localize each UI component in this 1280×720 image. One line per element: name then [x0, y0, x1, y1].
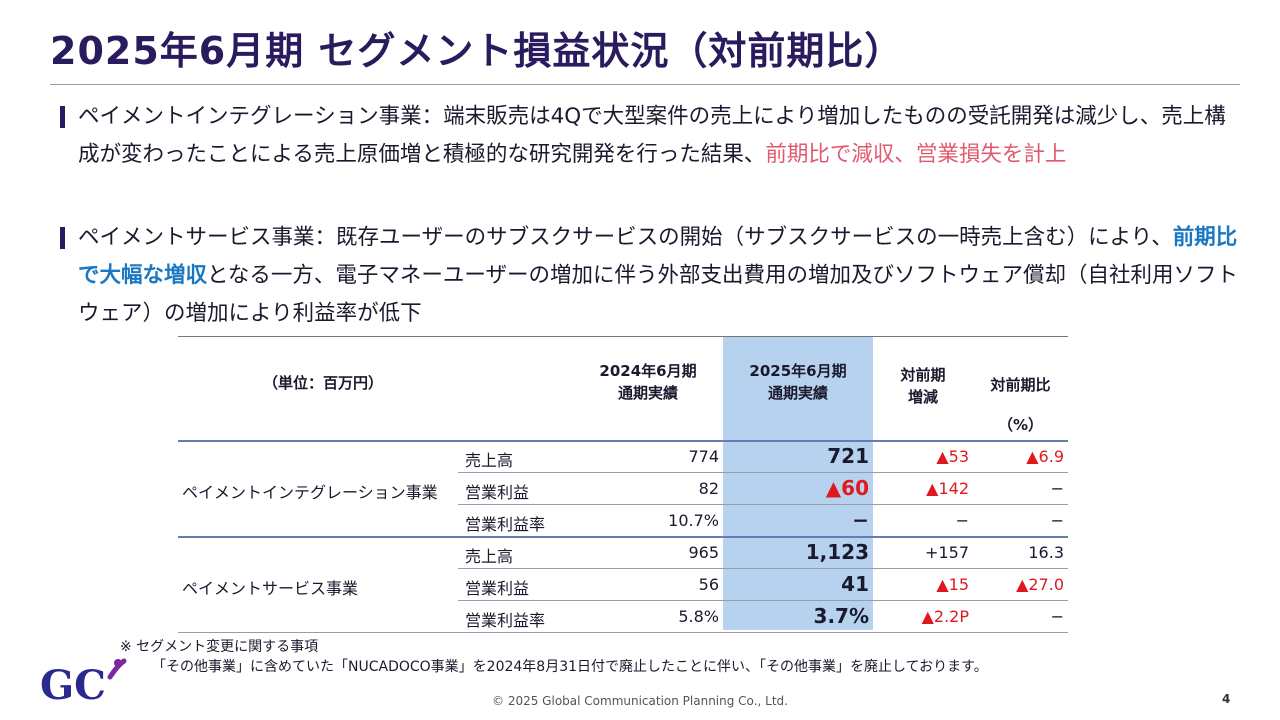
row-item-label: 営業利益率	[465, 611, 546, 630]
cell-prev: 82	[698, 479, 719, 498]
cell-diff: ▲15	[936, 575, 969, 594]
row-item-label: 売上高	[465, 547, 514, 566]
row-item-label: 売上高	[465, 451, 514, 470]
cell-curr: 3.7%	[813, 604, 869, 628]
row-item-label: 営業利益	[465, 579, 530, 598]
cell-pct: −	[1050, 607, 1064, 626]
title-divider	[50, 84, 1240, 85]
company-logo: GC	[40, 658, 127, 709]
bullet-marker	[60, 106, 65, 128]
bullet-service: ペイメントサービス事業：既存ユーザーのサブスクサービスの開始（サブスクサービスの…	[52, 219, 1242, 333]
logo-text: GC	[40, 662, 106, 709]
current-period-highlight	[723, 336, 873, 630]
cell-prev: 56	[698, 575, 719, 594]
cell-pct: −	[1050, 511, 1064, 530]
cell-diff: ▲53	[936, 447, 969, 466]
segment-name: ペイメントサービス事業	[182, 579, 359, 598]
bullet-text: ペイメントインテグレーション事業：端末販売は4Qで大型案件の売上により増加したも…	[78, 98, 1242, 174]
bullet-text: ペイメントサービス事業：既存ユーザーのサブスクサービスの開始（サブスクサービスの…	[78, 219, 1242, 333]
note-title: ※ セグメント変更に関する事項	[120, 639, 319, 655]
cell-pct: −	[1050, 479, 1064, 498]
row-item-label: 営業利益	[465, 483, 530, 502]
unit-label: （単位：百万円）	[262, 374, 383, 392]
segment-rule	[178, 440, 1068, 442]
highlight-blue-text: 前期比で大幅な増収	[78, 225, 1238, 288]
header-pct: 対前期比	[990, 376, 1051, 394]
cell-curr: 1,123	[805, 540, 869, 564]
cell-diff: −	[955, 511, 969, 530]
row-item-label: 営業利益率	[465, 515, 546, 534]
cell-pct: ▲6.9	[1026, 447, 1064, 466]
segment-name: ペイメントインテグレーション事業	[182, 483, 438, 502]
cell-prev: 10.7%	[668, 511, 719, 530]
cell-prev: 5.8%	[678, 607, 719, 626]
segment-rule	[178, 536, 1068, 538]
row-rule	[458, 472, 1068, 473]
page-title: 2025年6月期 セグメント損益状況（対前期比）	[50, 29, 904, 73]
header-curr: 2025年6月期 通期実績	[749, 362, 847, 402]
row-rule	[458, 504, 1068, 505]
cell-diff: ▲2.2P	[921, 607, 969, 626]
header-diff: 対前期 増減	[900, 366, 946, 406]
cell-prev: 774	[688, 447, 719, 466]
bullet-segment-text: ペイメントサービス事業：既存ユーザーのサブスクサービスの開始（サブスクサービスの…	[78, 225, 1173, 250]
bullet-marker	[60, 227, 65, 249]
header-pct-unit: （%）	[997, 416, 1044, 434]
cell-diff: +157	[925, 543, 969, 562]
bullet-segment-text: となる一方、電子マネーユーザーの増加に伴う外部支出費用の増加及びソフトウェア償却…	[78, 263, 1238, 326]
row-rule	[458, 600, 1068, 601]
cell-curr: 41	[841, 572, 869, 596]
segment-table: （単位：百万円） 2024年6月期 通期実績 2025年6月期 通期実績 対前期…	[178, 336, 1068, 633]
highlight-red-text: 前期比で減収、営業損失を計上	[765, 142, 1067, 167]
copyright-footer: © 2025 Global Communication Planning Co.…	[492, 694, 788, 708]
row-rule	[458, 568, 1068, 569]
cell-pct: 16.3	[1028, 543, 1064, 562]
header-prev: 2024年6月期 通期実績	[599, 362, 697, 402]
cell-diff: ▲142	[926, 479, 969, 498]
note-body: 「その他事業」に含めていた「NUCADOCO事業」を2024年8月31日付で廃止…	[152, 659, 988, 675]
bullet-segment-text: ペイメントインテグレーション事業：端末販売は4Qで大型案件の売上により増加したも…	[78, 104, 1226, 167]
table-bottom-rule	[178, 632, 1068, 633]
cell-pct: ▲27.0	[1016, 575, 1064, 594]
cell-curr: ▲60	[825, 476, 869, 500]
cell-prev: 965	[688, 543, 719, 562]
bullet-integration: ペイメントインテグレーション事業：端末販売は4Qで大型案件の売上により増加したも…	[52, 98, 1242, 174]
cell-curr: −	[852, 508, 869, 532]
page-number: 4	[1222, 692, 1231, 706]
cell-curr: 721	[827, 444, 869, 468]
table-top-rule	[178, 336, 1068, 337]
